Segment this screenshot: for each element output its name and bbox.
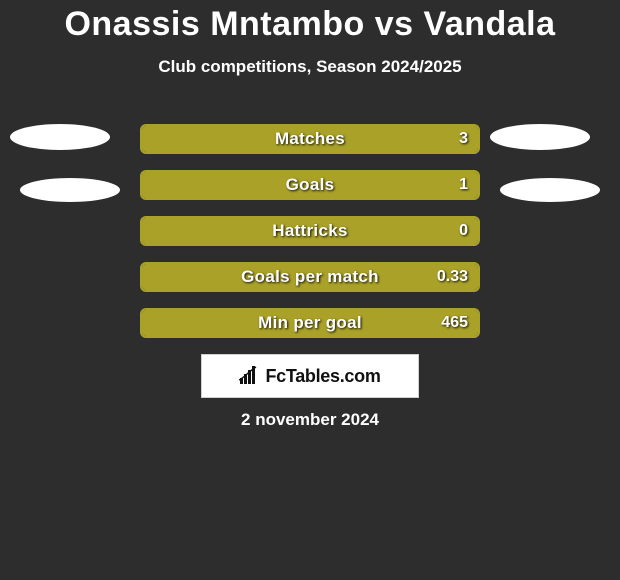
stat-value: 1: [459, 170, 468, 200]
stats-area: Matches3Goals1Hattricks0Goals per match0…: [0, 120, 620, 350]
stat-value: 465: [441, 308, 468, 338]
stat-label: Goals: [140, 170, 480, 200]
decorative-ellipse: [500, 178, 600, 202]
stat-label: Min per goal: [140, 308, 480, 338]
decorative-ellipse: [10, 124, 110, 150]
stat-label: Hattricks: [140, 216, 480, 246]
stat-label: Matches: [140, 124, 480, 154]
chart-bars-icon: [239, 366, 261, 386]
stat-row: Goals per match0.33: [0, 258, 620, 304]
infographic-container: Onassis Mntambo vs Vandala Club competit…: [0, 0, 620, 580]
decorative-ellipse: [490, 124, 590, 150]
date-label: 2 november 2024: [0, 410, 620, 430]
stat-value: 3: [459, 124, 468, 154]
stat-value: 0.33: [437, 262, 468, 292]
stat-row: Hattricks0: [0, 212, 620, 258]
stat-value: 0: [459, 216, 468, 246]
source-badge: FcTables.com: [201, 354, 419, 398]
stat-label: Goals per match: [140, 262, 480, 292]
source-badge-text: FcTables.com: [265, 366, 380, 387]
page-title: Onassis Mntambo vs Vandala: [0, 0, 620, 43]
decorative-ellipse: [20, 178, 120, 202]
stat-row: Min per goal465: [0, 304, 620, 350]
subtitle: Club competitions, Season 2024/2025: [0, 57, 620, 77]
